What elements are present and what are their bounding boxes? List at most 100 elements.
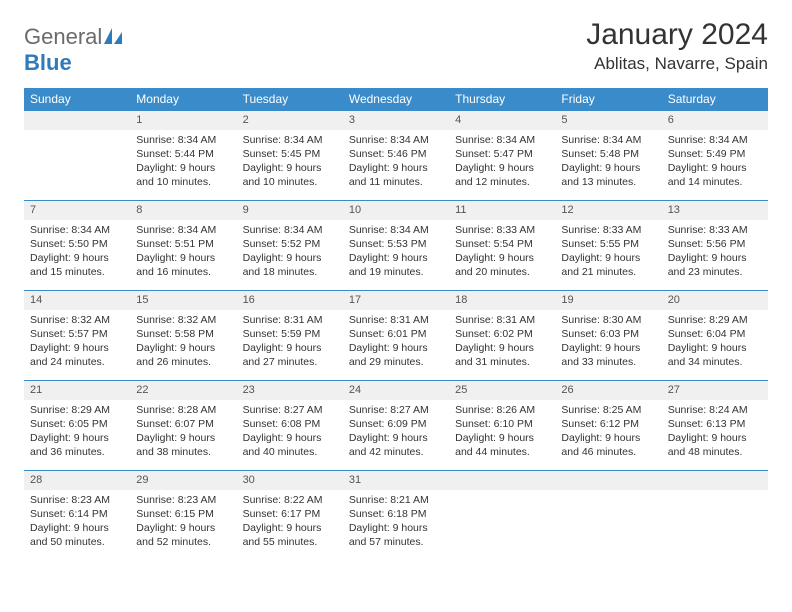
day-body: Sunrise: 8:28 AMSunset: 6:07 PMDaylight:… — [130, 400, 236, 464]
day-info-line: Sunrise: 8:29 AM — [30, 403, 124, 417]
day-body: Sunrise: 8:29 AMSunset: 6:04 PMDaylight:… — [662, 310, 768, 374]
day-body: Sunrise: 8:34 AMSunset: 5:49 PMDaylight:… — [662, 130, 768, 194]
day-body: Sunrise: 8:30 AMSunset: 6:03 PMDaylight:… — [555, 310, 661, 374]
day-info-line: Sunset: 6:17 PM — [243, 507, 337, 521]
sail-icon — [104, 24, 124, 50]
day-info-line: Sunrise: 8:34 AM — [136, 223, 230, 237]
day-info-line: Daylight: 9 hours — [30, 521, 124, 535]
day-info-line: and 55 minutes. — [243, 535, 337, 549]
location-label: Ablitas, Navarre, Spain — [586, 54, 768, 74]
calendar-day-cell — [555, 470, 661, 560]
day-info-line: Sunset: 5:58 PM — [136, 327, 230, 341]
brand-gray: General — [24, 24, 102, 49]
calendar-week-row: 28Sunrise: 8:23 AMSunset: 6:14 PMDayligh… — [24, 470, 768, 560]
weekday-header: Saturday — [662, 88, 768, 110]
calendar-day-cell: 22Sunrise: 8:28 AMSunset: 6:07 PMDayligh… — [130, 380, 236, 470]
day-info-line: Sunset: 5:57 PM — [30, 327, 124, 341]
day-info-line: Sunset: 6:07 PM — [136, 417, 230, 431]
day-info-line: and 48 minutes. — [668, 445, 762, 459]
calendar-day-cell: 3Sunrise: 8:34 AMSunset: 5:46 PMDaylight… — [343, 110, 449, 200]
day-info-line: and 21 minutes. — [561, 265, 655, 279]
day-info-line: Sunset: 6:15 PM — [136, 507, 230, 521]
day-info-line: Sunset: 5:49 PM — [668, 147, 762, 161]
day-number — [662, 470, 768, 490]
day-info-line: Sunset: 6:18 PM — [349, 507, 443, 521]
calendar-day-cell — [449, 470, 555, 560]
day-info-line: and 29 minutes. — [349, 355, 443, 369]
day-number — [449, 470, 555, 490]
calendar-day-cell: 26Sunrise: 8:25 AMSunset: 6:12 PMDayligh… — [555, 380, 661, 470]
day-number: 31 — [343, 470, 449, 490]
day-info-line: and 52 minutes. — [136, 535, 230, 549]
day-info-line: and 33 minutes. — [561, 355, 655, 369]
calendar-day-cell: 12Sunrise: 8:33 AMSunset: 5:55 PMDayligh… — [555, 200, 661, 290]
day-info-line: and 50 minutes. — [30, 535, 124, 549]
day-info-line: Sunset: 6:09 PM — [349, 417, 443, 431]
day-number: 22 — [130, 380, 236, 400]
day-info-line: Sunrise: 8:23 AM — [136, 493, 230, 507]
day-number: 14 — [24, 290, 130, 310]
calendar-day-cell: 23Sunrise: 8:27 AMSunset: 6:08 PMDayligh… — [237, 380, 343, 470]
day-info-line: Sunset: 6:04 PM — [668, 327, 762, 341]
day-info-line: Sunrise: 8:28 AM — [136, 403, 230, 417]
day-number: 15 — [130, 290, 236, 310]
day-info-line: Sunrise: 8:34 AM — [243, 223, 337, 237]
day-info-line: Sunset: 6:02 PM — [455, 327, 549, 341]
day-info-line: Sunrise: 8:31 AM — [243, 313, 337, 327]
calendar-week-row: 21Sunrise: 8:29 AMSunset: 6:05 PMDayligh… — [24, 380, 768, 470]
calendar-table: SundayMondayTuesdayWednesdayThursdayFrid… — [24, 88, 768, 560]
day-info-line: and 20 minutes. — [455, 265, 549, 279]
day-info-line: Sunrise: 8:26 AM — [455, 403, 549, 417]
day-number: 8 — [130, 200, 236, 220]
day-body: Sunrise: 8:34 AMSunset: 5:53 PMDaylight:… — [343, 220, 449, 284]
day-info-line: and 18 minutes. — [243, 265, 337, 279]
day-info-line: Sunrise: 8:31 AM — [349, 313, 443, 327]
day-info-line: Daylight: 9 hours — [349, 521, 443, 535]
weekday-header: Thursday — [449, 88, 555, 110]
day-info-line: Sunrise: 8:27 AM — [243, 403, 337, 417]
day-number: 6 — [662, 110, 768, 130]
day-info-line: Sunrise: 8:24 AM — [668, 403, 762, 417]
brand-logo: GeneralBlue — [24, 18, 124, 76]
day-info-line: Daylight: 9 hours — [668, 161, 762, 175]
day-info-line: Sunrise: 8:27 AM — [349, 403, 443, 417]
day-body: Sunrise: 8:34 AMSunset: 5:44 PMDaylight:… — [130, 130, 236, 194]
calendar-day-cell: 17Sunrise: 8:31 AMSunset: 6:01 PMDayligh… — [343, 290, 449, 380]
day-number: 3 — [343, 110, 449, 130]
day-info-line: Sunrise: 8:33 AM — [668, 223, 762, 237]
day-info-line: and 44 minutes. — [455, 445, 549, 459]
brand-text: GeneralBlue — [24, 24, 124, 76]
day-info-line: and 19 minutes. — [349, 265, 443, 279]
day-number: 25 — [449, 380, 555, 400]
day-number: 29 — [130, 470, 236, 490]
day-body — [449, 490, 555, 497]
calendar-day-cell: 24Sunrise: 8:27 AMSunset: 6:09 PMDayligh… — [343, 380, 449, 470]
day-info-line: and 13 minutes. — [561, 175, 655, 189]
day-info-line: and 23 minutes. — [668, 265, 762, 279]
day-info-line: Daylight: 9 hours — [136, 431, 230, 445]
calendar-day-cell: 27Sunrise: 8:24 AMSunset: 6:13 PMDayligh… — [662, 380, 768, 470]
day-body: Sunrise: 8:23 AMSunset: 6:14 PMDaylight:… — [24, 490, 130, 554]
calendar-day-cell: 15Sunrise: 8:32 AMSunset: 5:58 PMDayligh… — [130, 290, 236, 380]
calendar-day-cell: 6Sunrise: 8:34 AMSunset: 5:49 PMDaylight… — [662, 110, 768, 200]
day-body: Sunrise: 8:26 AMSunset: 6:10 PMDaylight:… — [449, 400, 555, 464]
day-info-line: Sunset: 5:47 PM — [455, 147, 549, 161]
day-info-line: Sunset: 5:52 PM — [243, 237, 337, 251]
calendar-header-row: SundayMondayTuesdayWednesdayThursdayFrid… — [24, 88, 768, 110]
day-number: 26 — [555, 380, 661, 400]
day-body: Sunrise: 8:34 AMSunset: 5:46 PMDaylight:… — [343, 130, 449, 194]
day-body: Sunrise: 8:34 AMSunset: 5:51 PMDaylight:… — [130, 220, 236, 284]
day-body: Sunrise: 8:34 AMSunset: 5:50 PMDaylight:… — [24, 220, 130, 284]
day-info-line: Sunrise: 8:34 AM — [349, 223, 443, 237]
day-body — [662, 490, 768, 497]
day-info-line: Sunset: 6:12 PM — [561, 417, 655, 431]
calendar-day-cell: 28Sunrise: 8:23 AMSunset: 6:14 PMDayligh… — [24, 470, 130, 560]
day-info-line: Sunset: 5:44 PM — [136, 147, 230, 161]
day-body: Sunrise: 8:32 AMSunset: 5:57 PMDaylight:… — [24, 310, 130, 374]
day-info-line: Sunrise: 8:29 AM — [668, 313, 762, 327]
day-info-line: Sunset: 5:55 PM — [561, 237, 655, 251]
day-info-line: and 34 minutes. — [668, 355, 762, 369]
day-info-line: Daylight: 9 hours — [30, 341, 124, 355]
day-info-line: Daylight: 9 hours — [136, 251, 230, 265]
day-info-line: Sunset: 5:45 PM — [243, 147, 337, 161]
